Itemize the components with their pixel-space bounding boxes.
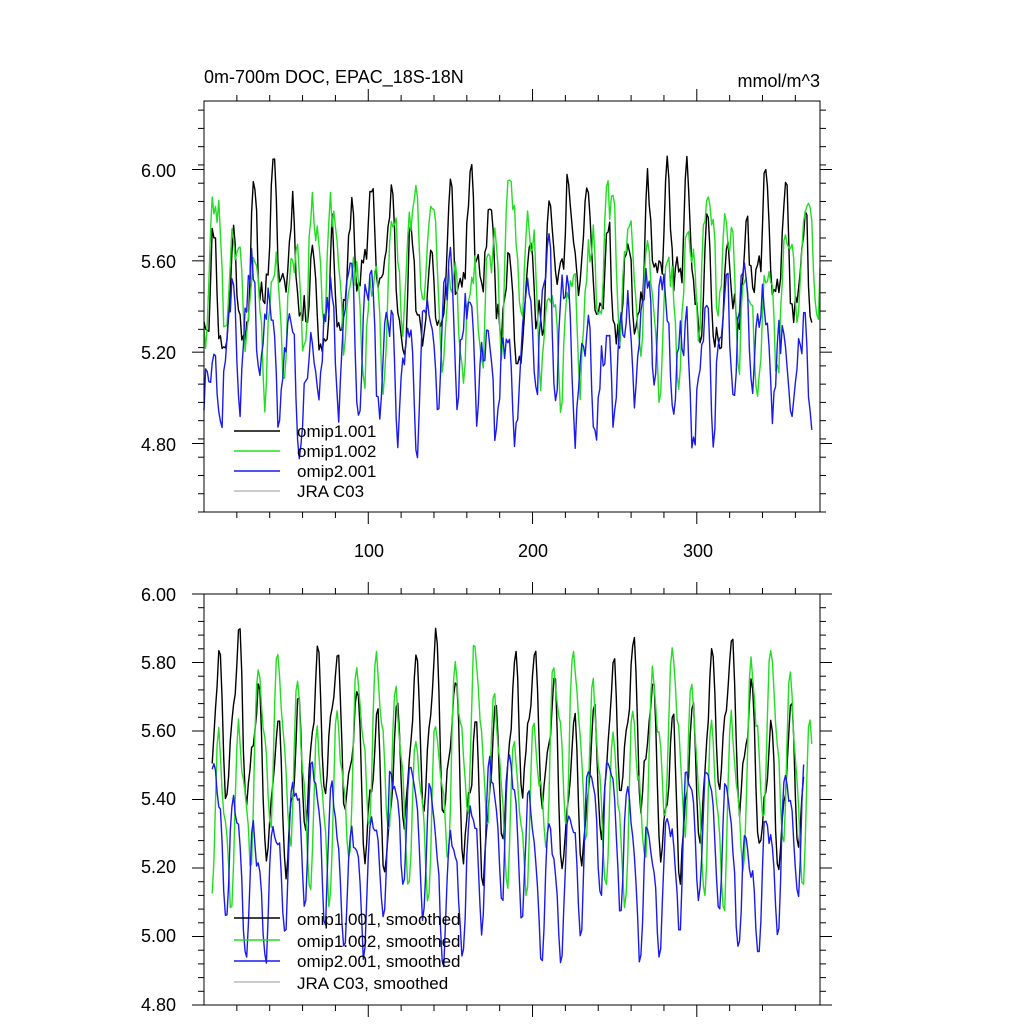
- legend-label: omip1.002: [297, 442, 376, 461]
- x-tick-label: 300: [683, 541, 713, 561]
- legend: omip1.001, smoothed omip1.002, smoothed …: [234, 910, 461, 993]
- series-line-omip2-001-smoothed: [211, 754, 805, 968]
- axes: [192, 89, 832, 524]
- legend-label: JRA C03, smoothed: [297, 974, 448, 993]
- axes: [192, 582, 832, 1017]
- series-group: [203, 155, 821, 460]
- y-tick-label: 6.00: [141, 161, 176, 181]
- panel-top: 0m-700m DOC, EPAC_18S-18N mmol/m^3 6.00 …: [141, 67, 832, 561]
- y-tick-label: 5.80: [141, 653, 176, 673]
- legend-label: omip1.001: [297, 422, 376, 441]
- x-tick-label: 100: [354, 541, 384, 561]
- legend-label: JRA C03: [297, 482, 364, 501]
- x-tick-label: 200: [518, 541, 548, 561]
- series-line-omip1-002-smoothed: [211, 644, 813, 912]
- series-line-omip1-002: [203, 179, 821, 413]
- y-tick-label: 5.60: [141, 252, 176, 272]
- y-tick-label: 4.80: [141, 995, 176, 1015]
- legend-label: omip1.001, smoothed: [297, 910, 461, 929]
- panel-bottom: 6.00 5.80 5.60 5.40 5.20 5.00 4.80 omip1…: [141, 582, 832, 1017]
- series-line-omip2-001: [203, 233, 813, 460]
- y-tick-label: 5.00: [141, 926, 176, 946]
- y-tick-label: 5.40: [141, 789, 176, 809]
- legend-label: omip2.001, smoothed: [297, 952, 461, 971]
- plot-frame: [203, 593, 821, 1006]
- series-line-omip1-001: [203, 155, 813, 365]
- y-tick-label: 5.60: [141, 721, 176, 741]
- y-tick-label: 6.00: [141, 585, 176, 605]
- y-tick-label: 4.80: [141, 435, 176, 455]
- y-tick-label: 5.20: [141, 343, 176, 363]
- y-tick-label: 5.20: [141, 857, 176, 877]
- legend-label: omip2.001: [297, 462, 376, 481]
- legend-label: omip1.002, smoothed: [297, 932, 461, 951]
- series-group: [211, 627, 813, 968]
- units-label: mmol/m^3: [738, 71, 820, 91]
- plot-frame: [203, 100, 821, 513]
- legend: omip1.001 omip1.002 omip2.001 JRA C03: [234, 422, 376, 501]
- chart-title: 0m-700m DOC, EPAC_18S-18N: [204, 67, 464, 88]
